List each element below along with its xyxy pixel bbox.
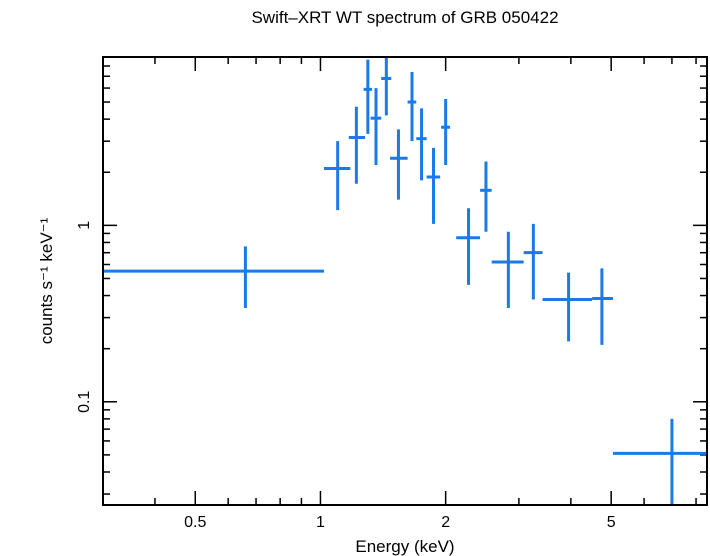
data-point [612, 418, 707, 505]
data-point [324, 141, 351, 211]
x-tick-label: 5 [607, 514, 616, 531]
data-point [103, 246, 325, 309]
x-tick-label: 0.5 [184, 514, 206, 531]
chart-title: Swift–XRT WT spectrum of GRB 050422 [251, 8, 558, 27]
data-point [416, 108, 427, 181]
data-point [381, 57, 392, 116]
y-axis-label: counts s⁻¹ keV⁻¹ [37, 217, 56, 344]
x-axis-label: Energy (keV) [355, 537, 454, 556]
data-point [348, 106, 366, 184]
data-point [370, 88, 382, 165]
axis-ticks: 0.5 1 2 5 0.1 1 [76, 56, 707, 531]
data-point [480, 161, 492, 232]
data-point [407, 71, 417, 142]
data-point [441, 99, 451, 165]
data-point [491, 231, 524, 309]
data-point [456, 208, 481, 285]
x-tick-label: 1 [316, 514, 325, 531]
y-tick-label: 0.1 [76, 391, 93, 413]
plot-frame [102, 56, 708, 506]
data-point [592, 268, 613, 345]
data-point [523, 223, 543, 300]
y-tick-label: 1 [76, 221, 93, 230]
data-point [426, 147, 441, 224]
data-point [363, 59, 372, 134]
x-tick-label: 2 [441, 514, 450, 531]
data-point [542, 272, 593, 342]
data-point [390, 129, 408, 200]
data-points [103, 57, 707, 505]
